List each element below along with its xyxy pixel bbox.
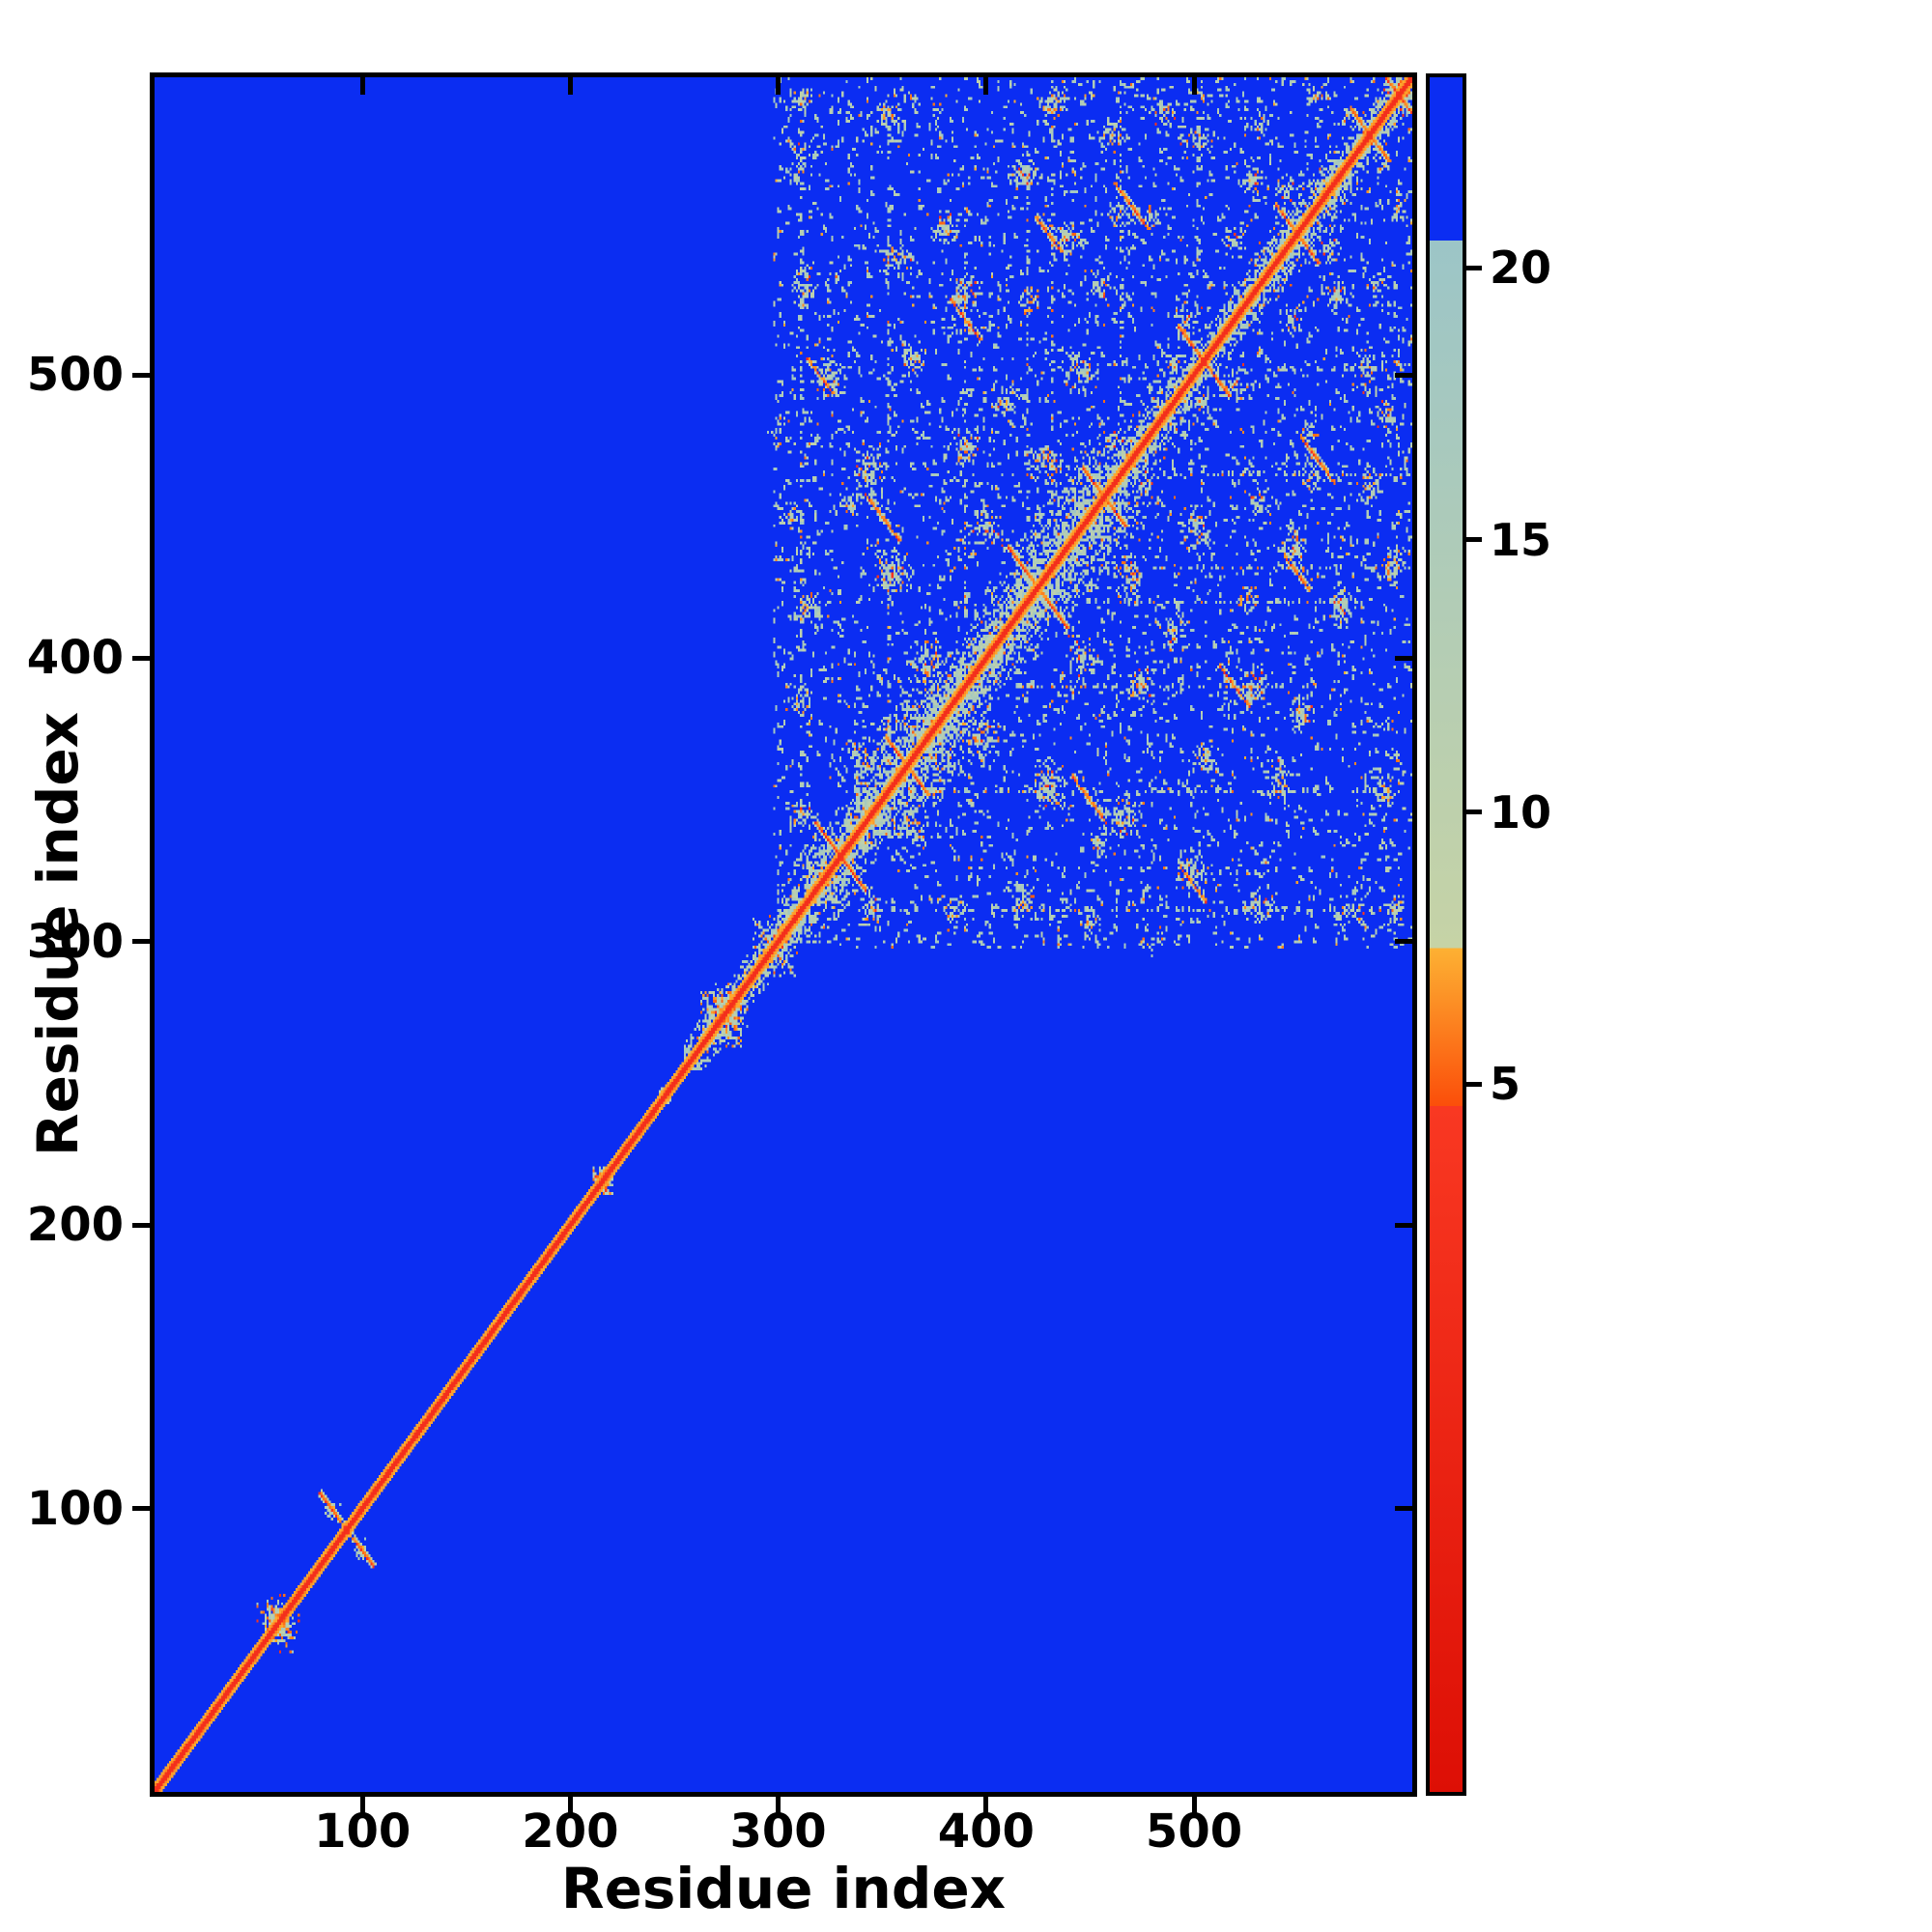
plot-frame xyxy=(150,72,1417,1797)
x-tick-mark xyxy=(1191,1797,1197,1814)
y-tick-label: 100 xyxy=(26,1481,124,1536)
y-tick-label: 200 xyxy=(26,1198,124,1253)
x-tick-mark xyxy=(776,1797,781,1814)
y-tick-mark xyxy=(132,1506,150,1512)
x-tick-mark-top xyxy=(776,77,781,95)
x-tick-mark-top xyxy=(983,77,989,95)
x-tick-label: 300 xyxy=(729,1804,827,1859)
y-tick-mark xyxy=(132,655,150,661)
colorbar-tick-label: 15 xyxy=(1490,513,1552,566)
colorbar-tick-label: 10 xyxy=(1490,785,1552,838)
x-tick-mark-top xyxy=(1191,77,1197,95)
y-tick-mark xyxy=(132,372,150,378)
x-tick-mark xyxy=(567,1797,573,1814)
y-tick-mark-right xyxy=(1395,939,1412,945)
colorbar xyxy=(1426,73,1466,1796)
colorbar-tick-label: 20 xyxy=(1490,242,1552,295)
y-tick-mark-right xyxy=(1395,655,1412,661)
y-tick-mark-right xyxy=(1395,372,1412,378)
colorbar-tick-mark xyxy=(1466,810,1482,815)
colorbar-gradient xyxy=(1430,77,1463,1792)
x-tick-label: 500 xyxy=(1145,1804,1243,1859)
x-tick-label: 200 xyxy=(522,1804,619,1859)
x-tick-mark xyxy=(983,1797,989,1814)
x-tick-mark-top xyxy=(359,77,365,95)
colorbar-tick-mark xyxy=(1466,537,1482,543)
x-tick-label: 400 xyxy=(937,1804,1035,1859)
y-tick-mark-right xyxy=(1395,1506,1412,1512)
y-tick-label: 300 xyxy=(26,914,124,969)
colorbar-tick-mark xyxy=(1466,265,1482,270)
y-tick-mark-right xyxy=(1395,1222,1412,1228)
y-tick-mark xyxy=(132,1222,150,1228)
colorbar-tick-label: 5 xyxy=(1490,1058,1521,1111)
y-tick-mark xyxy=(132,939,150,945)
x-tick-label: 100 xyxy=(314,1804,412,1859)
x-tick-mark-top xyxy=(567,77,573,95)
x-axis-label: Residue index xyxy=(560,1856,1007,1921)
y-tick-label: 400 xyxy=(26,631,124,686)
heatmap-canvas xyxy=(155,77,1412,1792)
y-tick-label: 500 xyxy=(26,348,124,403)
x-tick-mark xyxy=(359,1797,365,1814)
colorbar-tick-mark xyxy=(1466,1081,1482,1087)
